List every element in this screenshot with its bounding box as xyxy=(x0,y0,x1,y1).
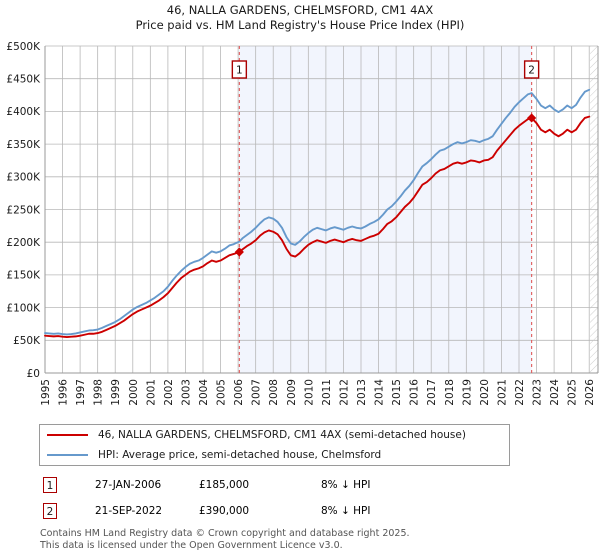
x-axis-tick-label: 2009 xyxy=(286,379,298,406)
transaction-point-1 xyxy=(234,247,244,257)
series-line-property xyxy=(44,115,591,338)
y-axis-tick-label: £50K xyxy=(13,335,41,347)
y-axis-tick-label: £450K xyxy=(6,74,41,86)
y-axis-tick-label: £100K xyxy=(6,302,41,314)
y-axis-tick-label: £250K xyxy=(6,204,41,216)
x-axis-tick-label: 1999 xyxy=(110,379,122,406)
x-axis-tick-label: 2007 xyxy=(251,379,263,406)
x-axis-tick-label: 2015 xyxy=(391,379,403,406)
x-axis-tick-label: 2017 xyxy=(426,379,438,406)
transaction-index-badge-2: 2 xyxy=(43,503,57,519)
y-axis-tick-label: £0 xyxy=(27,368,40,380)
x-axis-tick-label: 2001 xyxy=(145,379,157,406)
projection-hatch-region xyxy=(590,46,598,373)
transactions-table: 1 27-JAN-2006 £185,000 8% ↓ HPI 2 21-SEP… xyxy=(39,472,519,524)
x-axis-tick-label: 2000 xyxy=(128,379,140,406)
transaction-hpi-delta-2: 8% ↓ HPI xyxy=(321,505,371,517)
transaction-date-2: 21-SEP-2022 xyxy=(95,505,163,517)
transaction-badge-1 xyxy=(231,60,248,79)
footer-line-1: Contains HM Land Registry data © Crown c… xyxy=(40,528,410,539)
x-axis-tick-label: 2022 xyxy=(514,379,526,406)
legend-color-swatch-hpi xyxy=(47,454,88,456)
legend-color-swatch-property xyxy=(47,434,88,436)
x-axis-tick-label: 2005 xyxy=(216,379,228,406)
transaction-price-1: £185,000 xyxy=(199,479,250,491)
x-axis-tick-label: 2018 xyxy=(444,379,456,406)
x-axis-tick-label: 2014 xyxy=(374,379,386,406)
table-row: 1 27-JAN-2006 £185,000 8% ↓ HPI xyxy=(39,472,519,498)
x-axis-tick-label: 2010 xyxy=(303,379,315,406)
transaction-date-1: 27-JAN-2006 xyxy=(95,479,162,491)
series-line-hpi xyxy=(44,88,591,336)
y-axis-tick-label: £300K xyxy=(6,172,41,184)
x-axis-tick-label: 2003 xyxy=(180,379,192,406)
x-axis-tick-label: 1998 xyxy=(93,379,105,406)
price-history-chart: £0 £50K £100K £150K £200K £250K £300K £350K £400… xyxy=(6,41,599,406)
transaction-price-2: £390,000 xyxy=(199,505,250,517)
x-axis-tick-label: 2025 xyxy=(567,379,579,406)
x-axis-tick-label: 2026 xyxy=(584,379,596,406)
transaction-index-badge-1: 1 xyxy=(43,477,57,493)
x-axis-tick-label: 2021 xyxy=(496,379,508,406)
x-axis-tick-label: 2013 xyxy=(356,379,368,406)
chart-title-block: 46, NALLA GARDENS, CHELMSFORD, CM1 4AX P… xyxy=(0,3,600,33)
legend-label-property: 46, NALLA GARDENS, CHELMSFORD, CM1 4AX (… xyxy=(98,429,466,441)
x-axis-tick-label: 2019 xyxy=(461,379,473,406)
y-axis-tick-label: £150K xyxy=(6,270,41,282)
x-axis-tick-label: 2008 xyxy=(268,379,280,406)
x-axis-tick-label: 1997 xyxy=(75,379,87,406)
transaction-point-2 xyxy=(527,113,537,123)
x-axis-tick-label: 2006 xyxy=(233,379,245,406)
x-axis-tick-label: 2012 xyxy=(338,379,350,406)
y-axis-tick-label: £400K xyxy=(6,106,41,118)
page-title: 46, NALLA GARDENS, CHELMSFORD, CM1 4AX xyxy=(166,3,434,17)
x-axis-tick-label: 2020 xyxy=(479,379,491,406)
footer-line-2: This data is licensed under the Open Gov… xyxy=(40,539,343,551)
chart-canvas: £0 £50K £100K £150K £200K £250K £300K £350K £400… xyxy=(6,41,599,406)
table-row: 2 21-SEP-2022 £390,000 8% ↓ HPI xyxy=(39,498,519,524)
y-axis-tick-label: £200K xyxy=(6,237,41,249)
copyright-footer: Contains HM Land Registry data © Crown c… xyxy=(40,528,560,551)
x-axis-tick-label: 1996 xyxy=(58,379,70,406)
x-axis-tick-label: 2002 xyxy=(163,379,175,406)
y-axis-tick-label: £500K xyxy=(6,41,41,53)
x-axis-tick-label: 2004 xyxy=(198,379,210,406)
transaction-badge-2 xyxy=(523,60,540,79)
page-subtitle: Price paid vs. HM Land Registry's House … xyxy=(135,18,465,32)
legend-item-property: 46, NALLA GARDENS, CHELMSFORD, CM1 4AX (… xyxy=(40,425,509,445)
x-axis-tick-label: 1995 xyxy=(40,379,52,406)
x-axis-tick-label: 2023 xyxy=(532,379,544,406)
transaction-badge-label-1: 1 xyxy=(236,64,243,76)
legend-label-hpi: HPI: Average price, semi-detached house,… xyxy=(98,449,382,461)
chart-legend: 46, NALLA GARDENS, CHELMSFORD, CM1 4AX (… xyxy=(39,424,510,466)
x-axis-tick-label: 2011 xyxy=(321,379,333,406)
transaction-hpi-delta-1: 8% ↓ HPI xyxy=(321,479,371,491)
x-axis-tick-label: 2024 xyxy=(549,379,561,406)
legend-item-hpi: HPI: Average price, semi-detached house,… xyxy=(40,445,509,465)
y-axis-tick-label: £350K xyxy=(6,139,41,151)
transaction-badge-label-2: 2 xyxy=(528,64,535,76)
x-axis-tick-label: 2016 xyxy=(409,379,421,406)
